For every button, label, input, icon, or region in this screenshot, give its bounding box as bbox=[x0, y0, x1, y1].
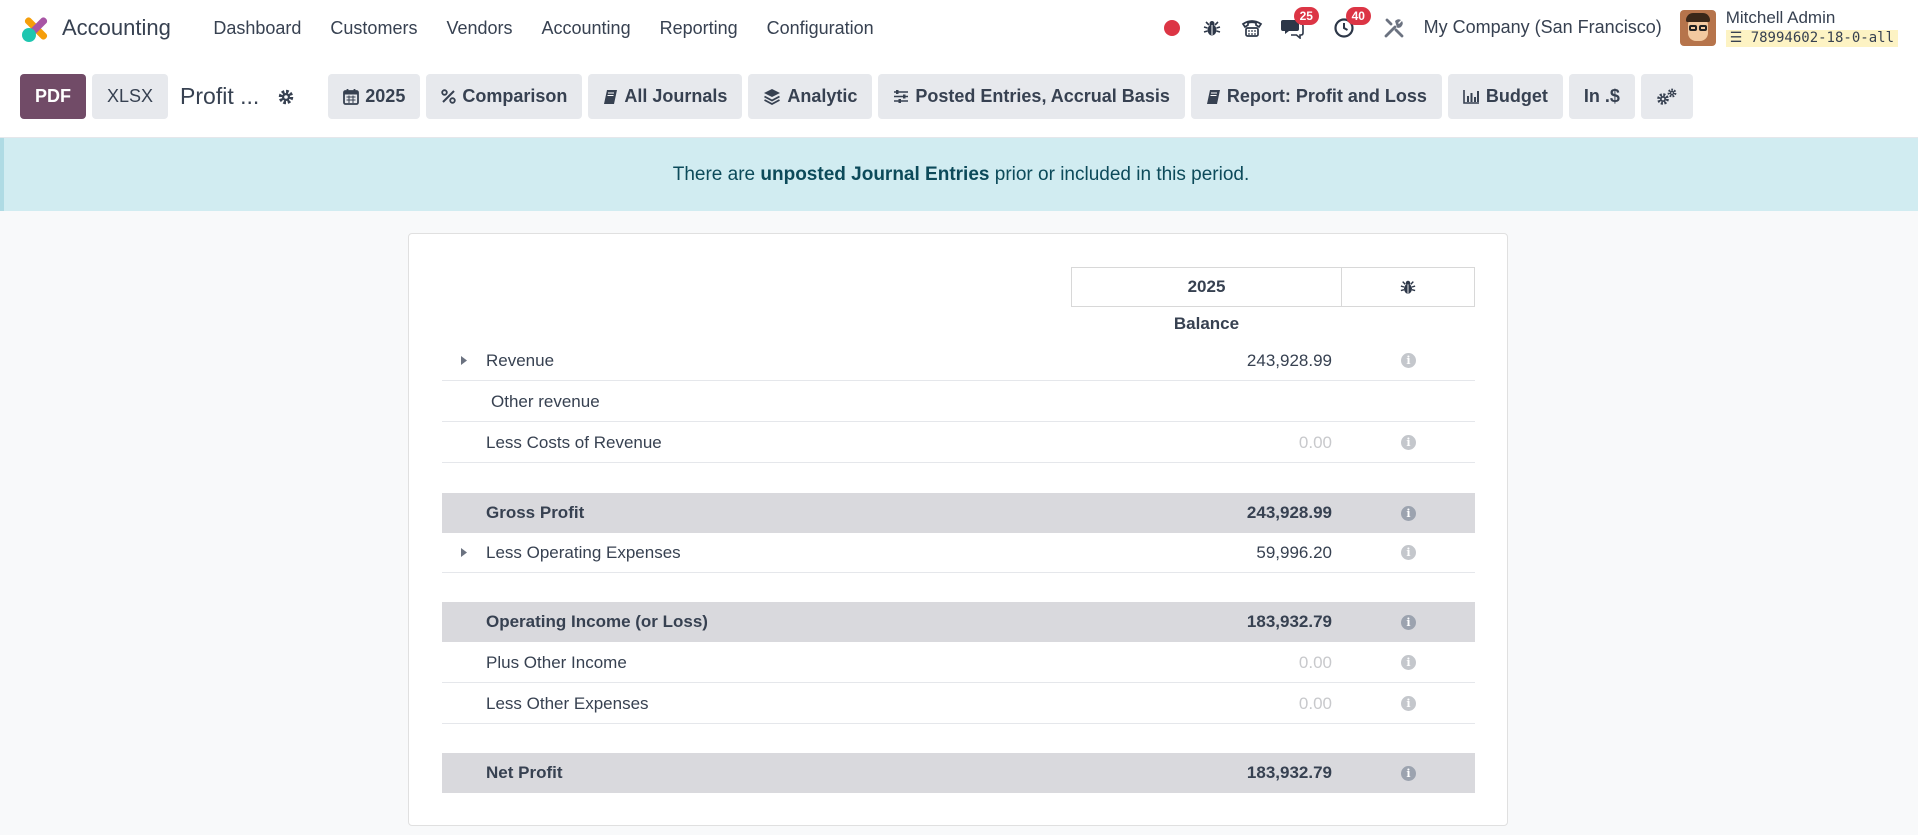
user-avatar[interactable] bbox=[1679, 9, 1716, 46]
user-name: Mitchell Admin bbox=[1725, 7, 1836, 27]
column-header-balance: Balance bbox=[1173, 314, 1240, 333]
messages-badge: 25 bbox=[1293, 6, 1319, 25]
gear-icon[interactable] bbox=[277, 88, 295, 106]
company-switcher[interactable]: My Company (San Francisco) bbox=[1423, 17, 1662, 38]
line-label: Net Profit bbox=[486, 763, 563, 782]
budget-button[interactable]: Budget bbox=[1447, 74, 1563, 119]
database-name: 78994602-18-0-all bbox=[1750, 29, 1894, 46]
comparison-label: Comparison bbox=[462, 86, 568, 106]
menu-dashboard[interactable]: Dashboard bbox=[213, 17, 302, 38]
line-label: Less Other Expenses bbox=[486, 693, 649, 713]
user-menu[interactable]: Mitchell Admin ☰ 78994602-18-0-all bbox=[1725, 7, 1898, 48]
menu-configuration[interactable]: Configuration bbox=[766, 17, 874, 38]
column-header-year[interactable]: 2025 bbox=[1071, 267, 1342, 307]
xlsx-button[interactable]: XLSX bbox=[92, 74, 169, 119]
info-icon[interactable]: i bbox=[1342, 614, 1475, 630]
layers-icon bbox=[764, 89, 781, 105]
menu-reporting[interactable]: Reporting bbox=[659, 17, 738, 38]
report-line-costs-of-revenue[interactable]: Less Costs of Revenue 0.00 i bbox=[442, 423, 1475, 463]
date-filter-label: 2025 bbox=[365, 86, 406, 106]
systray: 25 40 My Company (San Francisco) Mitchel… bbox=[1163, 6, 1898, 48]
report-card: 2025 Balance Revenue 243,928.99 i Other … bbox=[408, 233, 1508, 826]
unposted-entries-link[interactable]: unposted Journal Entries bbox=[760, 163, 990, 185]
journals-label: All Journals bbox=[624, 86, 728, 106]
column-debug-bug-icon[interactable] bbox=[1342, 267, 1475, 307]
entries-filter-button[interactable]: Posted Entries, Accrual Basis bbox=[878, 74, 1185, 119]
report-line-other-expenses[interactable]: Less Other Expenses 0.00 i bbox=[442, 684, 1475, 724]
report-line-operating-expenses[interactable]: Less Operating Expenses 59,996.20 i bbox=[442, 533, 1475, 573]
activities-clock-icon[interactable]: 40 bbox=[1332, 6, 1371, 40]
menu-customers[interactable]: Customers bbox=[330, 17, 418, 38]
unposted-entries-alert: There are unposted Journal Entries prior… bbox=[0, 138, 1918, 211]
line-label: Gross Profit bbox=[486, 503, 585, 522]
main-menu: Dashboard Customers Vendors Accounting R… bbox=[199, 18, 888, 39]
report-line-gross-profit[interactable]: Gross Profit 243,928.99 i bbox=[442, 493, 1475, 533]
accounting-app-logo-icon[interactable] bbox=[20, 14, 49, 42]
line-amount[interactable]: 243,928.99 bbox=[1246, 350, 1332, 370]
line-amount[interactable]: 0.00 bbox=[1298, 432, 1332, 452]
database-icon: ☰ bbox=[1729, 29, 1743, 46]
report-options-button[interactable] bbox=[1640, 74, 1693, 119]
date-filter-button[interactable]: 2025 bbox=[328, 74, 421, 119]
messages-icon[interactable]: 25 bbox=[1280, 6, 1319, 40]
line-label: Plus Other Income bbox=[486, 652, 627, 672]
menu-accounting[interactable]: Accounting bbox=[541, 17, 631, 38]
line-amount[interactable]: 59,996.20 bbox=[1256, 542, 1332, 562]
bar-chart-icon bbox=[1463, 90, 1479, 104]
line-label: Less Operating Expenses bbox=[486, 542, 681, 562]
app-name[interactable]: Accounting bbox=[62, 15, 171, 40]
line-label: Operating Income (or Loss) bbox=[486, 612, 708, 631]
line-amount[interactable]: 0.00 bbox=[1298, 652, 1332, 672]
percent-icon bbox=[441, 89, 457, 104]
info-icon[interactable]: i bbox=[1342, 655, 1475, 670]
entries-filter-label: Posted Entries, Accrual Basis bbox=[915, 86, 1170, 106]
report-line-other-revenue: Other revenue bbox=[442, 382, 1475, 422]
report-variant-button[interactable]: Report: Profit and Loss bbox=[1190, 74, 1442, 119]
info-icon[interactable]: i bbox=[1342, 505, 1475, 521]
report-line-other-income[interactable]: Plus Other Income 0.00 i bbox=[442, 643, 1475, 683]
report-title: Profit ... bbox=[180, 83, 260, 109]
recording-indicator-icon[interactable] bbox=[1163, 19, 1180, 36]
line-amount[interactable]: 243,928.99 bbox=[1246, 503, 1332, 522]
tools-icon[interactable] bbox=[1382, 16, 1406, 40]
top-navbar: Accounting Dashboard Customers Vendors A… bbox=[0, 0, 1918, 56]
info-icon[interactable]: i bbox=[1342, 353, 1475, 368]
book-icon bbox=[1206, 89, 1220, 104]
journals-button[interactable]: All Journals bbox=[588, 74, 743, 119]
comparison-button[interactable]: Comparison bbox=[426, 74, 583, 119]
sliders-icon bbox=[894, 90, 909, 103]
menu-vendors[interactable]: Vendors bbox=[446, 17, 513, 38]
alert-text-prefix: There are bbox=[672, 163, 761, 185]
cogs-icon bbox=[1657, 88, 1677, 105]
info-icon[interactable]: i bbox=[1342, 545, 1475, 560]
budget-label: Budget bbox=[1485, 86, 1548, 106]
database-tag: ☰ 78994602-18-0-all bbox=[1725, 29, 1898, 48]
phone-icon[interactable] bbox=[1240, 16, 1264, 40]
report-line-net-profit[interactable]: Net Profit 183,932.79 i bbox=[442, 753, 1475, 793]
book-icon bbox=[604, 89, 618, 104]
line-amount[interactable]: 0.00 bbox=[1298, 693, 1332, 713]
control-panel: PDF XLSX Profit ... 2025 Comparison All … bbox=[0, 56, 1918, 138]
caret-right-icon[interactable] bbox=[442, 547, 486, 558]
line-amount[interactable]: 183,932.79 bbox=[1246, 612, 1332, 631]
alert-text-suffix: prior or included in this period. bbox=[989, 163, 1250, 185]
pdf-button[interactable]: PDF bbox=[20, 74, 86, 119]
line-label: Other revenue bbox=[491, 391, 600, 411]
debug-bug-icon[interactable] bbox=[1200, 16, 1224, 40]
report-line-revenue[interactable]: Revenue 243,928.99 i bbox=[442, 341, 1475, 381]
caret-right-icon[interactable] bbox=[442, 355, 486, 366]
analytic-label: Analytic bbox=[787, 86, 858, 106]
info-icon[interactable]: i bbox=[1342, 765, 1475, 781]
info-icon[interactable]: i bbox=[1342, 696, 1475, 711]
analytic-button[interactable]: Analytic bbox=[748, 74, 873, 119]
activities-badge: 40 bbox=[1345, 6, 1371, 25]
line-amount[interactable]: 183,932.79 bbox=[1246, 763, 1332, 782]
report-line-operating-income[interactable]: Operating Income (or Loss) 183,932.79 i bbox=[442, 602, 1475, 642]
line-label: Less Costs of Revenue bbox=[486, 432, 662, 452]
currency-button[interactable]: In .$ bbox=[1568, 74, 1635, 119]
report-variant-label: Report: Profit and Loss bbox=[1226, 86, 1427, 106]
line-label: Revenue bbox=[486, 350, 555, 370]
calendar-icon bbox=[343, 89, 360, 105]
info-icon[interactable]: i bbox=[1342, 435, 1475, 450]
